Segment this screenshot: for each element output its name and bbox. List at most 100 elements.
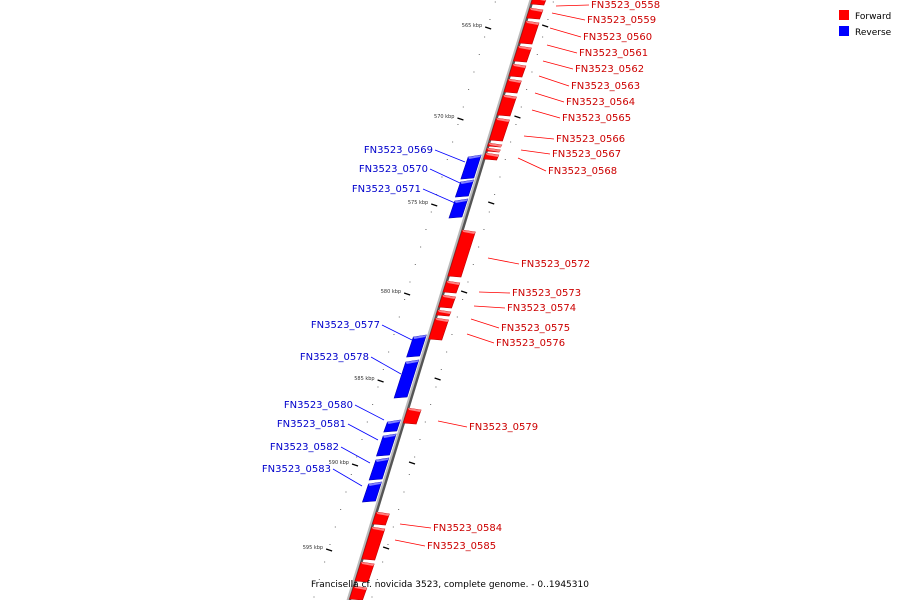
gene-FN3523_0584[interactable] [372,511,390,526]
legend-label-forward: Forward [855,12,891,22]
gene-arrow[interactable] [513,45,532,63]
gene-FN3523_0564[interactable] [496,94,517,117]
gene-FN3523_0571[interactable] [448,198,469,219]
gene-arrow[interactable] [518,20,540,45]
gene-FN3523_0570[interactable] [454,179,474,198]
gene-label[interactable]: FN3523_0584 [433,523,502,534]
legend-swatch-forward [839,10,849,20]
gene-label[interactable]: FN3523_0583 [262,464,331,475]
label-leader [437,420,468,428]
label-leader [347,423,379,441]
gene-arrow-highlight [376,512,390,516]
gene-label[interactable]: FN3523_0568 [548,166,617,177]
gene-label[interactable]: FN3523_0558 [591,0,660,11]
gene-label[interactable]: FN3523_0574 [507,303,576,314]
gene-label[interactable]: FN3523_0565 [562,113,631,124]
gene-label[interactable]: FN3523_0559 [587,15,656,26]
gene-label[interactable]: FN3523_0571 [352,184,421,195]
label-leader [517,157,547,172]
major-tick [325,548,333,552]
gene-FN3523_0575[interactable] [435,309,452,317]
gene-label[interactable]: FN3523_0569 [364,145,433,156]
label-leader [538,75,570,87]
gene-label[interactable]: FN3523_0582 [270,442,339,453]
label-leader [434,149,466,163]
gene-arrow[interactable] [376,433,397,457]
gene-FN3523_0576[interactable] [428,317,449,341]
label-leader [478,291,511,294]
gene-label[interactable]: FN3523_0581 [277,419,346,430]
gene-label[interactable]: FN3523_0563 [571,81,640,92]
gene-FN3523_0577[interactable] [406,334,427,358]
gene-label[interactable]: FN3523_0577 [311,320,380,331]
gene-arrow[interactable] [349,585,368,600]
gene-label[interactable]: FN3523_0560 [583,32,652,43]
gene-FN3523_0572[interactable] [447,229,476,278]
gene-arrow[interactable] [361,526,386,561]
gene-partial[interactable] [349,585,368,600]
gene-FN3523_0568[interactable] [483,152,500,161]
gene-arrow[interactable] [406,334,427,358]
gene-label[interactable]: FN3523_0573 [512,288,581,299]
gene-FN3523_0573[interactable] [442,280,461,294]
label-leader [523,135,555,140]
gene-FN3523_0585[interactable] [361,526,386,561]
gene-FN3523_0583[interactable] [362,481,382,503]
gene-arrow[interactable] [362,481,382,503]
label-leader [549,27,582,38]
label-leader [422,188,456,204]
gene-label[interactable]: FN3523_0564 [566,97,635,108]
gene-label[interactable]: FN3523_0578 [300,352,369,363]
gene-arrow[interactable] [393,359,420,399]
major-tick [403,292,411,296]
gene-arrow-highlight [435,318,449,322]
gene-FN3523_0574[interactable] [438,294,456,309]
gene-FN3523_0561[interactable] [513,45,532,63]
gene-FN3523_0560[interactable] [518,20,540,45]
gene-arrow-highlight [368,482,382,486]
gene-FN3523_0579[interactable] [402,407,422,425]
gene-FN3523_0563[interactable] [503,78,522,94]
major-tick [431,203,438,207]
gene-FN3523_0562[interactable] [508,63,527,78]
gene-label[interactable]: FN3523_0575 [501,323,570,334]
gene-FN3523_0582[interactable] [368,457,390,481]
label-leader [394,539,426,547]
gene-label[interactable]: FN3523_0561 [579,48,648,59]
gene-FN3523_0559[interactable] [526,7,544,20]
gene-FN3523_0567[interactable] [485,147,501,153]
gene-labels: FN3523_0558 FN3523_0559 FN3523_0560 FN3523_… [262,0,660,552]
gene-arrow[interactable] [530,0,547,6]
gene-label[interactable]: FN3523_0570 [359,164,428,175]
gene-partial[interactable] [354,561,375,583]
gene-label[interactable]: FN3523_0567 [552,149,621,160]
gene-arrow-highlight [488,143,502,147]
gene-label[interactable]: FN3523_0580 [284,400,353,411]
gene-FN3523_0581[interactable] [376,433,397,457]
gene-arrow[interactable] [368,457,390,481]
gene-arrow-highlight [460,180,474,184]
gene-FN3523_0565[interactable] [489,117,510,142]
gene-FN3523_0578[interactable] [393,359,420,399]
tick-label: 575 kbp [408,200,428,206]
major-tick [460,290,468,294]
label-leader [470,318,500,329]
gene-arrow[interactable] [354,561,375,583]
gene-arrow-highlight [405,360,419,364]
gene-FN3523_0569[interactable] [460,154,482,180]
label-leader [381,324,413,341]
gene-arrow[interactable] [496,94,517,117]
gene-arrow-highlight [496,118,510,122]
gene-label[interactable]: FN3523_0572 [521,259,590,270]
gene-label[interactable]: FN3523_0562 [575,64,644,75]
gene-FN3523_0566[interactable] [487,142,503,148]
gene-label[interactable]: FN3523_0579 [469,422,538,433]
gene-arrow[interactable] [447,229,476,278]
gene-label[interactable]: FN3523_0566 [556,134,625,145]
gene-FN3523_0558[interactable] [530,0,547,6]
gene-label[interactable]: FN3523_0576 [496,338,565,349]
gene-label[interactable]: FN3523_0585 [427,541,496,552]
legend-swatch-reverse [839,26,849,36]
gene-FN3523_0580[interactable] [383,419,401,433]
